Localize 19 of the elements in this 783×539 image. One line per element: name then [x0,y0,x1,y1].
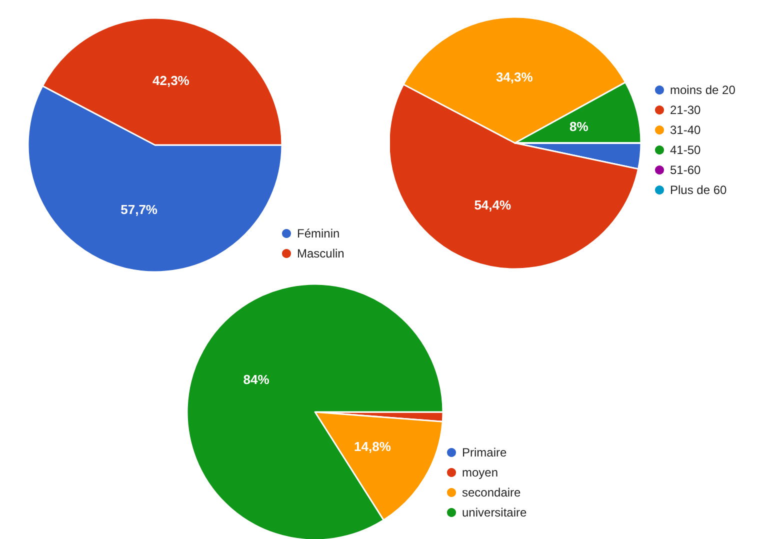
data-label: 57,7% [120,202,158,218]
data-label: 54,4% [474,198,512,213]
data-label: 8% [570,119,589,134]
legend-label: moyen [462,466,498,480]
legend-label: moins de 20 [670,83,736,97]
legend-label: Féminin [297,226,340,240]
legend-label: Plus de 60 [670,183,728,197]
legend-label: universitaire [462,506,528,520]
legend-label: 41-50 [670,143,702,157]
data-label: 14,8% [354,438,392,454]
legend-label: 31-40 [670,123,702,137]
legend-label: secondaire [462,486,522,500]
legend-label: 21-30 [670,103,702,117]
data-label: 84% [243,372,270,388]
legend-label: Primaire [462,446,507,460]
data-label: 34,3% [496,70,534,85]
data-label: 42,3% [152,72,190,88]
legend-label: Masculin [297,246,344,260]
legend-label: 51-60 [670,163,702,177]
